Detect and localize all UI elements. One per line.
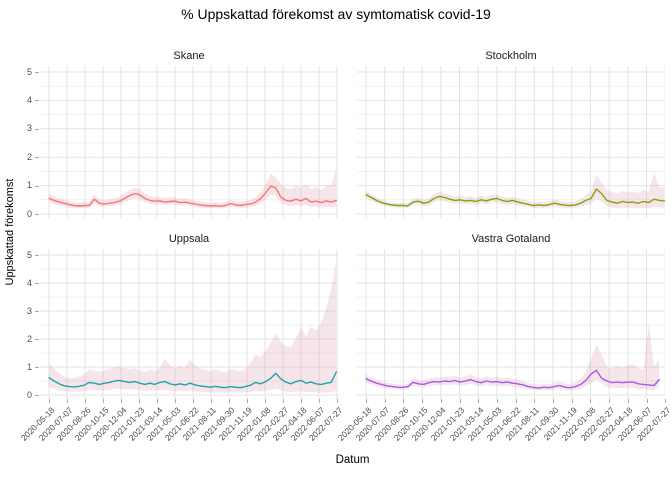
panel-uppsala-plot — [40, 249, 338, 399]
x-tick-mark — [515, 399, 517, 403]
x-tick-mark — [553, 399, 554, 403]
y-tick-mark — [35, 157, 39, 159]
x-tick-mark — [571, 399, 573, 403]
y-tick-label: 2 — [26, 151, 32, 162]
x-tick-mark — [319, 399, 320, 403]
x-tick-label: 2022-07-27 — [634, 405, 672, 443]
x-tick-mark — [229, 399, 230, 403]
y-tick-label: 4 — [26, 277, 32, 288]
y-tick-mark — [35, 367, 39, 368]
y-tick-label: 5 — [26, 66, 32, 77]
x-tick-mark — [67, 399, 68, 403]
panel-stockholm-plot — [357, 66, 665, 218]
y-tick-mark — [35, 339, 39, 340]
x-tick-mark — [459, 399, 461, 403]
y-tick-mark — [35, 214, 39, 215]
x-tick-mark — [384, 399, 386, 403]
y-tick-mark — [35, 283, 39, 284]
facet-strip-stockholm: Stockholm — [485, 50, 537, 62]
x-tick-mark — [265, 399, 266, 403]
x-tick-mark — [175, 399, 176, 403]
facet-strip-vastra-gotaland: Vastra Gotaland — [471, 233, 551, 245]
y-tick-label: 4 — [26, 94, 32, 105]
x-tick-mark — [193, 399, 194, 403]
facet-strip-skane: Skane — [173, 50, 205, 62]
x-tick-mark — [478, 399, 480, 403]
x-axis-title: Datum — [335, 454, 370, 466]
y-tick-label: 2 — [26, 333, 32, 344]
x-tick-mark — [609, 399, 611, 403]
facet-strip-uppsala: Uppsala — [168, 233, 210, 245]
x-tick-mark — [85, 399, 86, 403]
x-tick-mark — [440, 399, 442, 403]
panel-skane-plot — [40, 66, 338, 218]
y-tick-mark — [35, 311, 39, 312]
x-tick-mark — [496, 399, 498, 403]
x-tick-mark — [49, 399, 50, 403]
x-tick-mark — [534, 399, 536, 403]
x-tick-mark — [422, 399, 424, 403]
y-tick-label: 3 — [26, 305, 32, 316]
panel-vastra-gotaland-plot — [357, 249, 665, 399]
x-tick-mark — [665, 399, 667, 403]
x-tick-mark — [366, 399, 367, 403]
x-tick-mark — [403, 399, 405, 403]
x-tick-mark — [646, 399, 648, 403]
y-tick-mark — [35, 72, 39, 73]
y-tick-label: 3 — [26, 123, 32, 134]
y-tick-mark — [35, 255, 39, 256]
y-tick-label: 0 — [26, 389, 32, 400]
x-tick-mark — [283, 399, 284, 403]
y-tick-label: 1 — [26, 180, 32, 191]
x-tick-mark — [103, 399, 104, 403]
chart-title: % Uppskattad förekomst av symtomatisk co… — [181, 6, 491, 22]
x-tick-mark — [157, 399, 158, 403]
x-tick-mark — [627, 399, 629, 403]
x-tick-mark — [337, 399, 338, 403]
x-tick-mark — [247, 399, 248, 403]
x-tick-mark — [139, 399, 140, 403]
y-tick-label: 0 — [26, 208, 32, 219]
y-tick-label: 5 — [26, 249, 32, 260]
y-tick-mark — [35, 128, 39, 130]
x-tick-mark — [590, 399, 592, 403]
y-tick-mark — [35, 185, 39, 187]
x-tick-mark — [301, 399, 302, 403]
y-tick-mark — [35, 395, 39, 396]
x-tick-mark — [121, 399, 122, 403]
x-tick-mark — [211, 399, 212, 403]
y-tick-mark — [35, 100, 39, 102]
y-tick-label: 1 — [26, 361, 32, 372]
